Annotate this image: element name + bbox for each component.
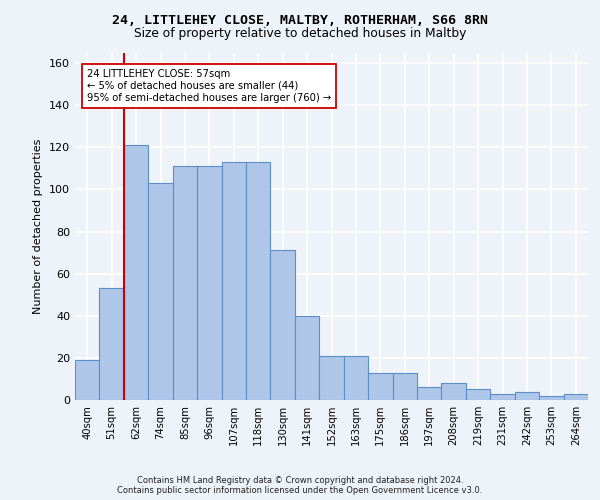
Bar bbox=[148, 183, 173, 400]
Bar bbox=[392, 372, 417, 400]
Bar bbox=[221, 162, 246, 400]
Bar bbox=[124, 145, 148, 400]
Bar bbox=[368, 372, 392, 400]
Bar bbox=[344, 356, 368, 400]
Text: Size of property relative to detached houses in Maltby: Size of property relative to detached ho… bbox=[134, 28, 466, 40]
Text: 24, LITTLEHEY CLOSE, MALTBY, ROTHERHAM, S66 8RN: 24, LITTLEHEY CLOSE, MALTBY, ROTHERHAM, … bbox=[112, 14, 488, 27]
Bar bbox=[466, 390, 490, 400]
Bar bbox=[442, 383, 466, 400]
Bar bbox=[539, 396, 563, 400]
Bar bbox=[295, 316, 319, 400]
Bar bbox=[490, 394, 515, 400]
Bar bbox=[246, 162, 271, 400]
Bar bbox=[75, 360, 100, 400]
Bar bbox=[100, 288, 124, 400]
Bar bbox=[197, 166, 221, 400]
Bar bbox=[173, 166, 197, 400]
Bar bbox=[319, 356, 344, 400]
Bar bbox=[417, 388, 442, 400]
Bar bbox=[515, 392, 539, 400]
Bar bbox=[271, 250, 295, 400]
Bar bbox=[563, 394, 588, 400]
Y-axis label: Number of detached properties: Number of detached properties bbox=[34, 138, 43, 314]
Text: 24 LITTLEHEY CLOSE: 57sqm
← 5% of detached houses are smaller (44)
95% of semi-d: 24 LITTLEHEY CLOSE: 57sqm ← 5% of detach… bbox=[87, 70, 331, 102]
Text: Contains HM Land Registry data © Crown copyright and database right 2024.
Contai: Contains HM Land Registry data © Crown c… bbox=[118, 476, 482, 495]
